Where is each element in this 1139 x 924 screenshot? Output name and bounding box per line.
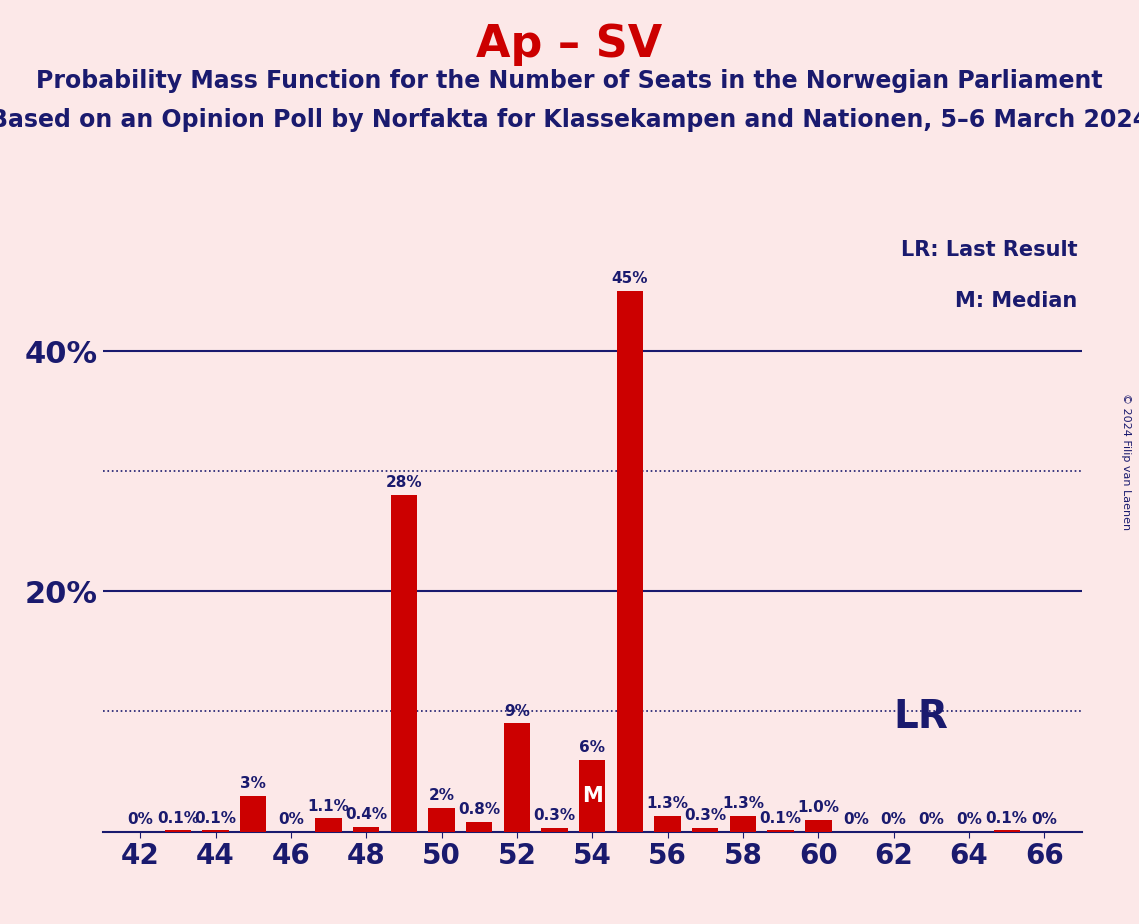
Text: 6%: 6% xyxy=(580,740,605,755)
Text: 0.1%: 0.1% xyxy=(760,810,802,826)
Text: M: Median: M: Median xyxy=(954,291,1077,311)
Bar xyxy=(466,822,492,832)
Text: 0.4%: 0.4% xyxy=(345,807,387,822)
Text: 45%: 45% xyxy=(612,272,648,286)
Text: © 2024 Filip van Laenen: © 2024 Filip van Laenen xyxy=(1121,394,1131,530)
Text: 0.1%: 0.1% xyxy=(985,810,1027,826)
Bar xyxy=(353,827,379,832)
Text: 0.8%: 0.8% xyxy=(458,802,500,817)
Text: Ap – SV: Ap – SV xyxy=(476,23,663,67)
Bar xyxy=(503,723,530,832)
Text: 28%: 28% xyxy=(386,476,423,491)
Bar xyxy=(768,831,794,832)
Bar xyxy=(428,808,454,832)
Text: 0%: 0% xyxy=(128,812,153,827)
Text: 1.0%: 1.0% xyxy=(797,800,839,815)
Text: 0.1%: 0.1% xyxy=(195,810,237,826)
Text: 0.1%: 0.1% xyxy=(157,810,199,826)
Bar xyxy=(165,831,191,832)
Bar xyxy=(693,828,719,832)
Bar xyxy=(391,495,417,832)
Text: Based on an Opinion Poll by Norfakta for Klassekampen and Nationen, 5–6 March 20: Based on an Opinion Poll by Norfakta for… xyxy=(0,108,1139,132)
Bar xyxy=(316,819,342,832)
Text: 0%: 0% xyxy=(918,812,944,827)
Text: 0%: 0% xyxy=(843,812,869,827)
Text: 1.1%: 1.1% xyxy=(308,798,350,813)
Text: M: M xyxy=(582,785,603,806)
Text: 1.3%: 1.3% xyxy=(647,796,689,811)
Text: LR: Last Result: LR: Last Result xyxy=(901,240,1077,260)
Bar xyxy=(579,760,606,832)
Bar xyxy=(541,828,568,832)
Text: 3%: 3% xyxy=(240,776,267,791)
Text: 0%: 0% xyxy=(880,812,907,827)
Bar xyxy=(730,816,756,832)
Text: 0.3%: 0.3% xyxy=(533,808,575,823)
Text: 0.3%: 0.3% xyxy=(685,808,727,823)
Text: 0%: 0% xyxy=(1032,812,1057,827)
Bar xyxy=(240,796,267,832)
Bar xyxy=(616,291,644,832)
Bar xyxy=(655,816,681,832)
Text: 9%: 9% xyxy=(503,704,530,719)
Text: Probability Mass Function for the Number of Seats in the Norwegian Parliament: Probability Mass Function for the Number… xyxy=(36,69,1103,93)
Text: LR: LR xyxy=(893,699,948,736)
Text: 0%: 0% xyxy=(956,812,982,827)
Text: 2%: 2% xyxy=(428,788,454,803)
Bar xyxy=(203,831,229,832)
Bar xyxy=(805,820,831,832)
Text: 0%: 0% xyxy=(278,812,304,827)
Text: 1.3%: 1.3% xyxy=(722,796,764,811)
Bar xyxy=(993,831,1019,832)
